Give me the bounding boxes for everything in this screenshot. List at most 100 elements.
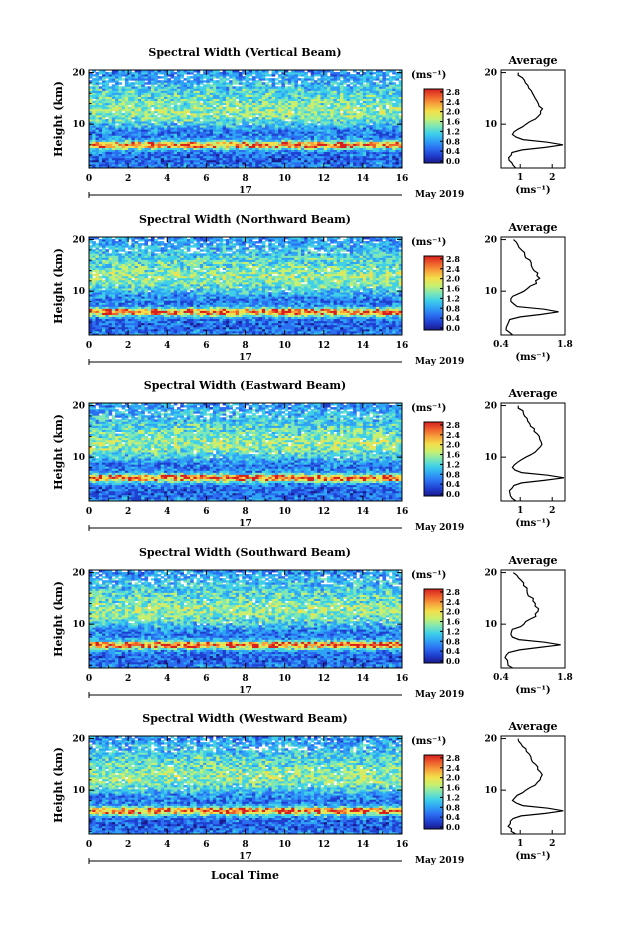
y-tick-label: 20: [72, 569, 85, 579]
x-tick-label: 8: [242, 840, 248, 850]
x-tick-label: 2: [125, 341, 131, 351]
x-tick-label: 16: [396, 840, 409, 850]
colorbar-tick-label: 0.0: [446, 323, 460, 333]
x-tick-label: 6: [203, 674, 209, 684]
average-x-tick-label: 0.4: [493, 340, 509, 350]
y-tick-label: 10: [72, 620, 85, 630]
average-profile-line: [504, 572, 561, 669]
average-unit: (ms⁻¹): [515, 518, 550, 529]
x-tick-label: 0: [86, 174, 92, 184]
colorbar-tick-label: 2.8: [446, 587, 460, 597]
colorbar-tick-label: 2.4: [446, 597, 460, 607]
colorbar-tick-label: 0.8: [446, 136, 460, 146]
y-tick-label: 20: [72, 735, 85, 745]
average-frame: [500, 402, 566, 502]
average-y-tick-label: 10: [484, 453, 497, 463]
average-y-tick-label: 20: [484, 402, 497, 412]
colorbar-tick-label: 2.8: [446, 753, 460, 763]
average-frame: [500, 69, 566, 169]
colorbar-tick-label: 0.8: [446, 636, 460, 646]
month-label: May 2019: [415, 690, 464, 700]
colorbar-tick-label: 1.2: [446, 626, 460, 636]
panel-0: Spectral Width (Vertical Beam)2010Height…: [52, 46, 566, 200]
panel-2: Spectral Width (Eastward Beam)2010Height…: [52, 379, 566, 533]
average-unit: (ms⁻¹): [515, 685, 550, 696]
y-tick-label: 10: [72, 786, 85, 796]
panel-title: Spectral Width (Westward Beam): [142, 712, 347, 725]
colorbar-tick-label: 2.4: [446, 763, 460, 773]
average-x-tick-label: 1.8: [557, 673, 573, 683]
month-label: May 2019: [415, 856, 464, 866]
average-x-tick-label: 1: [517, 173, 523, 183]
colorbar-tick-label: 2.4: [446, 430, 460, 440]
heatmap: [89, 403, 403, 502]
average-y-tick-label: 20: [484, 569, 497, 579]
x-tick-label: 4: [164, 674, 170, 684]
date-label: 17: [239, 519, 252, 529]
colorbar-tick-label: 2.8: [446, 87, 460, 97]
x-tick-label: 8: [242, 507, 248, 517]
x-tick-label: 14: [357, 341, 370, 351]
x-tick-label: 16: [396, 507, 409, 517]
colorbar-tick-label: 1.2: [446, 293, 460, 303]
x-tick-label: 6: [203, 507, 209, 517]
x-tick-label: 14: [357, 674, 370, 684]
average-y-tick-label: 10: [484, 120, 497, 130]
panel-title: Spectral Width (Eastward Beam): [144, 379, 346, 392]
colorbar-tick-label: 2.0: [446, 440, 460, 450]
panel-title: Spectral Width (Vertical Beam): [148, 46, 341, 59]
average-profile-line: [507, 72, 564, 169]
x-tick-label: 2: [125, 840, 131, 850]
month-label: May 2019: [415, 357, 464, 367]
date-label: 17: [239, 852, 252, 862]
average-frame: [500, 236, 566, 336]
average-frame: [500, 735, 566, 835]
average-frame: [500, 569, 566, 669]
x-tick-label: 0: [86, 341, 92, 351]
x-tick-label: 4: [164, 840, 170, 850]
x-tick-label: 6: [203, 341, 209, 351]
x-tick-label: 16: [396, 174, 409, 184]
average-profile-line: [505, 239, 559, 336]
average-y-tick-label: 20: [484, 69, 497, 79]
panel-1: Spectral Width (Northward Beam)2010Heigh…: [52, 213, 573, 367]
average-x-tick-label: 2: [549, 839, 555, 849]
y-tick-label: 20: [72, 236, 85, 246]
heatmap: [89, 70, 403, 169]
y-tick-label: 20: [72, 69, 85, 79]
average-y-tick-label: 10: [484, 620, 497, 630]
x-tick-label: 16: [396, 341, 409, 351]
x-tick-label: 0: [86, 507, 92, 517]
colorbar-unit: (ms⁻¹): [411, 70, 446, 81]
average-title: Average: [507, 221, 557, 234]
x-tick-label: 8: [242, 174, 248, 184]
colorbar: [423, 588, 444, 664]
heatmap: [89, 736, 403, 835]
colorbar-tick-label: 1.6: [446, 617, 460, 627]
x-tick-label: 2: [125, 674, 131, 684]
date-label: 17: [239, 186, 252, 196]
average-x-tick-label: 1.8: [557, 340, 573, 350]
colorbar-tick-label: 1.2: [446, 459, 460, 469]
y-axis-label: Height (km): [52, 81, 65, 157]
colorbar: [423, 421, 444, 497]
colorbar-tick-label: 1.6: [446, 284, 460, 294]
y-tick-label: 10: [72, 287, 85, 297]
colorbar: [423, 255, 444, 331]
colorbar-tick-label: 2.4: [446, 97, 460, 107]
average-unit: (ms⁻¹): [515, 851, 550, 862]
y-tick-label: 20: [72, 402, 85, 412]
colorbar-tick-label: 0.0: [446, 822, 460, 832]
x-tick-label: 8: [242, 674, 248, 684]
colorbar-tick-label: 0.0: [446, 656, 460, 666]
x-tick-label: 12: [317, 840, 330, 850]
colorbar-tick-label: 2.8: [446, 254, 460, 264]
x-tick-label: 6: [203, 174, 209, 184]
colorbar-unit: (ms⁻¹): [411, 403, 446, 414]
x-tick-label: 10: [278, 507, 291, 517]
x-tick-label: 10: [278, 341, 291, 351]
x-axis-label: Local Time: [211, 869, 279, 882]
x-tick-label: 14: [357, 174, 370, 184]
colorbar-tick-label: 0.0: [446, 489, 460, 499]
y-tick-label: 10: [72, 453, 85, 463]
